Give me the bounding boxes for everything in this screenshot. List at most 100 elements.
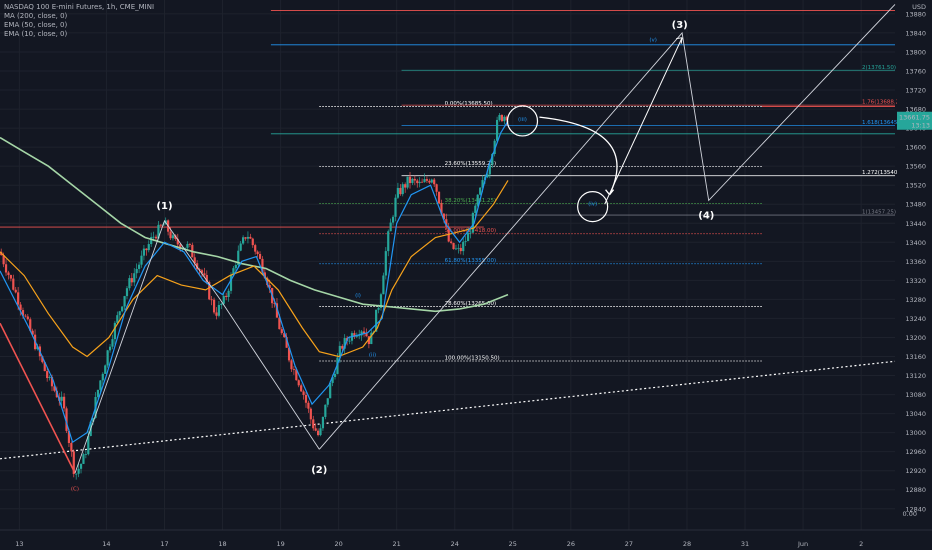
candle-body — [329, 382, 332, 399]
candle-body — [118, 311, 121, 316]
candle-body — [176, 238, 179, 245]
price-tick: 12880 — [905, 486, 926, 494]
candle-body — [116, 315, 119, 323]
time-tick: 18 — [218, 540, 226, 548]
candle-body — [421, 181, 424, 183]
candle-body — [307, 402, 310, 409]
legend-symbol[interactable]: NASDAQ 100 E-mini Futures, 1h, CME_MINI — [4, 3, 155, 11]
candle-body — [435, 184, 438, 192]
fib-level-label: 38.20%(13481.25) — [445, 198, 497, 204]
candle-body — [442, 213, 445, 220]
candle-body — [4, 264, 8, 273]
candle-body — [428, 180, 431, 183]
candle-body — [113, 322, 116, 340]
candle-body — [215, 312, 218, 316]
time-tick: 19 — [276, 540, 284, 548]
candle-body — [292, 369, 295, 370]
candle-body — [17, 292, 20, 305]
candle-body — [302, 391, 305, 395]
price-tick: 13680 — [905, 106, 926, 114]
time-tick: 21 — [393, 540, 401, 548]
candle-body — [365, 333, 368, 337]
price-badge-value: 13661.75 — [899, 114, 930, 122]
candle-body — [375, 309, 378, 332]
candle-body — [430, 179, 433, 183]
candle-body — [147, 244, 150, 251]
wave-label: (4) — [698, 211, 714, 222]
legend-ma200[interactable]: MA (200, close, 0) — [4, 12, 68, 20]
price-tick: 13440 — [905, 220, 926, 228]
candle-body — [208, 281, 211, 300]
candle-body — [225, 295, 228, 297]
candle-body — [498, 114, 501, 120]
candle-body — [459, 247, 462, 252]
price-tick: 13520 — [905, 182, 926, 190]
candle-body — [488, 164, 491, 175]
candle-body — [14, 289, 17, 293]
candle-body — [140, 255, 143, 265]
candle-body — [295, 369, 298, 381]
candle-body — [454, 248, 458, 250]
price-badge — [897, 111, 932, 130]
candle-body — [9, 275, 12, 279]
candle-body — [275, 303, 279, 318]
price-axis-bg — [897, 0, 932, 550]
price-tick: 13080 — [905, 391, 926, 399]
price-tick: 13560 — [905, 163, 926, 171]
candle-body — [121, 306, 124, 312]
price-badge-countdown: 13:13 — [911, 122, 930, 130]
candle-body — [503, 116, 506, 122]
candle-body — [404, 184, 407, 188]
candle-body — [425, 179, 429, 181]
candle-body — [500, 114, 504, 122]
candle-body — [287, 347, 291, 361]
candle-body — [268, 285, 271, 288]
candle-body — [416, 180, 419, 184]
currency-label: USD — [912, 3, 926, 11]
candle-body — [445, 219, 448, 227]
candle-body — [479, 187, 482, 195]
candle-body — [63, 396, 66, 409]
dotted-trendline — [0, 360, 896, 460]
arrow-head — [676, 37, 683, 44]
candle-body — [360, 331, 363, 336]
candle-body — [123, 296, 126, 307]
legend-ema10[interactable]: EMA (10, close, 0) — [4, 30, 68, 38]
candle-body — [464, 241, 467, 242]
candle-body — [437, 191, 441, 204]
candle-body — [452, 242, 455, 250]
candle-body — [186, 243, 189, 248]
candle-body — [36, 346, 39, 350]
candle-body — [157, 224, 160, 239]
ema10-line — [0, 120, 509, 444]
price-tick: 13800 — [905, 48, 926, 56]
candle-body — [406, 176, 409, 188]
candle-body — [476, 194, 479, 206]
candle-body — [183, 247, 187, 249]
candle-body — [50, 377, 54, 387]
candle-body — [462, 241, 465, 252]
candle-body — [331, 376, 334, 383]
candle-body — [266, 278, 269, 286]
legend: NASDAQ 100 E-mini Futures, 1h, CME_MINI … — [4, 3, 154, 39]
candle-body — [321, 416, 325, 429]
candle-body — [481, 180, 484, 188]
candle-body — [423, 179, 426, 183]
candle-body — [254, 245, 257, 252]
candle-body — [130, 278, 133, 283]
price-tick: 12920 — [905, 467, 926, 475]
candle-body — [411, 178, 414, 184]
candle-body — [324, 404, 327, 417]
time-tick: 13 — [15, 540, 23, 548]
candle-body — [319, 428, 322, 436]
time-tick: 28 — [683, 540, 691, 548]
fib-extension-label: 1(13457.25) — [862, 210, 896, 216]
highlight-circle-iv — [577, 191, 609, 223]
legend-ema50[interactable]: EMA (50, close, 0) — [4, 21, 68, 29]
candle-body — [343, 338, 346, 349]
price-tick: 13320 — [905, 277, 926, 285]
wave-label: (3) — [672, 20, 688, 31]
ma200-line — [0, 136, 509, 313]
